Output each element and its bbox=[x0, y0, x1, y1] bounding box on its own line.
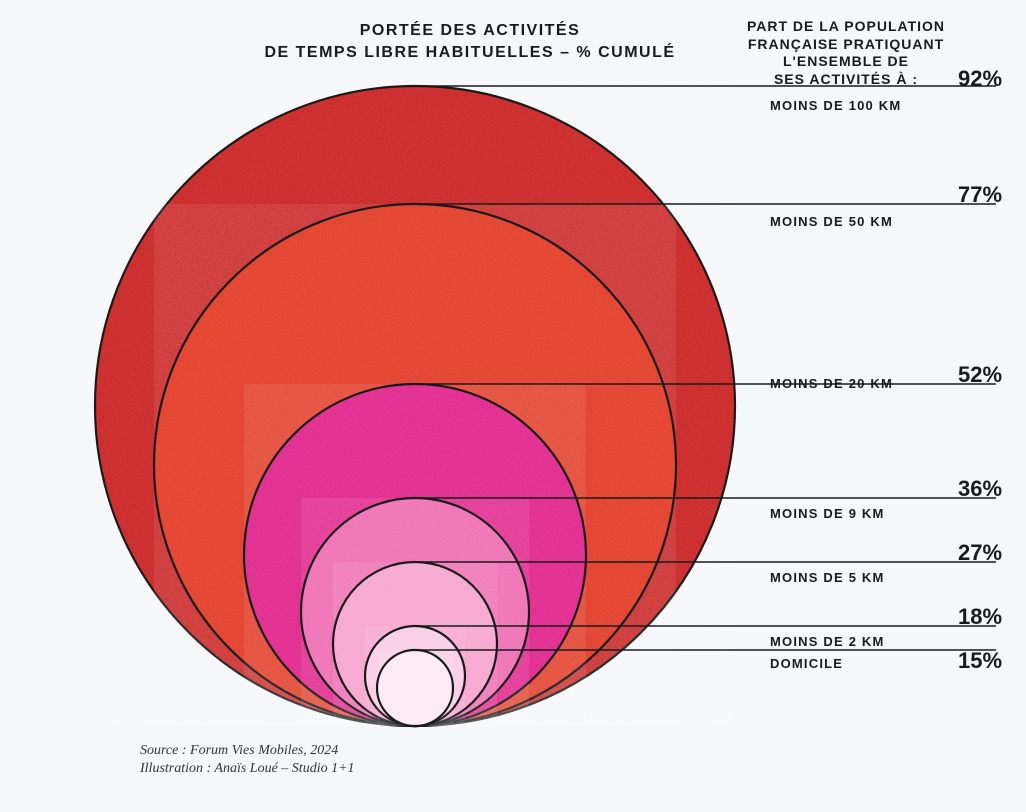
labels-group: MOINS DE 100 KM 92% MOINS DE 50 KM 77% MOINS… bbox=[770, 66, 1002, 673]
distance-label-c2: MOINS DE 2 KM bbox=[770, 634, 885, 649]
percent-label-c100: 92% bbox=[958, 66, 1002, 91]
distance-label-c20: MOINS DE 20 KM bbox=[770, 376, 893, 391]
distance-label-c9: MOINS DE 9 KM bbox=[770, 506, 885, 521]
chart-footer: Source : Forum Vies Mobiles, 2024 Illust… bbox=[140, 742, 355, 778]
circles-group bbox=[95, 86, 735, 726]
illustration-credit: Illustration : Anaïs Loué – Studio 1+1 bbox=[140, 760, 355, 778]
percent-label-c20: 52% bbox=[958, 362, 1002, 387]
chart-canvas: PORTÉE DES ACTIVITÉS DE TEMPS LIBRE HABI… bbox=[0, 0, 1026, 812]
distance-label-c50: MOINS DE 50 KM bbox=[770, 214, 893, 229]
percent-label-c50: 77% bbox=[958, 182, 1002, 207]
distance-label-c100: MOINS DE 100 KM bbox=[770, 98, 901, 113]
source-text: Source : Forum Vies Mobiles, 2024 bbox=[140, 742, 355, 760]
distance-label-c5: MOINS DE 5 KM bbox=[770, 570, 885, 585]
percent-label-c2: 18% bbox=[958, 604, 1002, 629]
percent-label-c0: 15% bbox=[958, 648, 1002, 673]
percent-label-c9: 36% bbox=[958, 476, 1002, 501]
distance-label-c0: DOMICILE bbox=[770, 656, 843, 671]
percent-label-c5: 27% bbox=[958, 540, 1002, 565]
nested-circle-chart: MOINS DE 100 KM 92% MOINS DE 50 KM 77% MOINS… bbox=[0, 0, 1026, 812]
